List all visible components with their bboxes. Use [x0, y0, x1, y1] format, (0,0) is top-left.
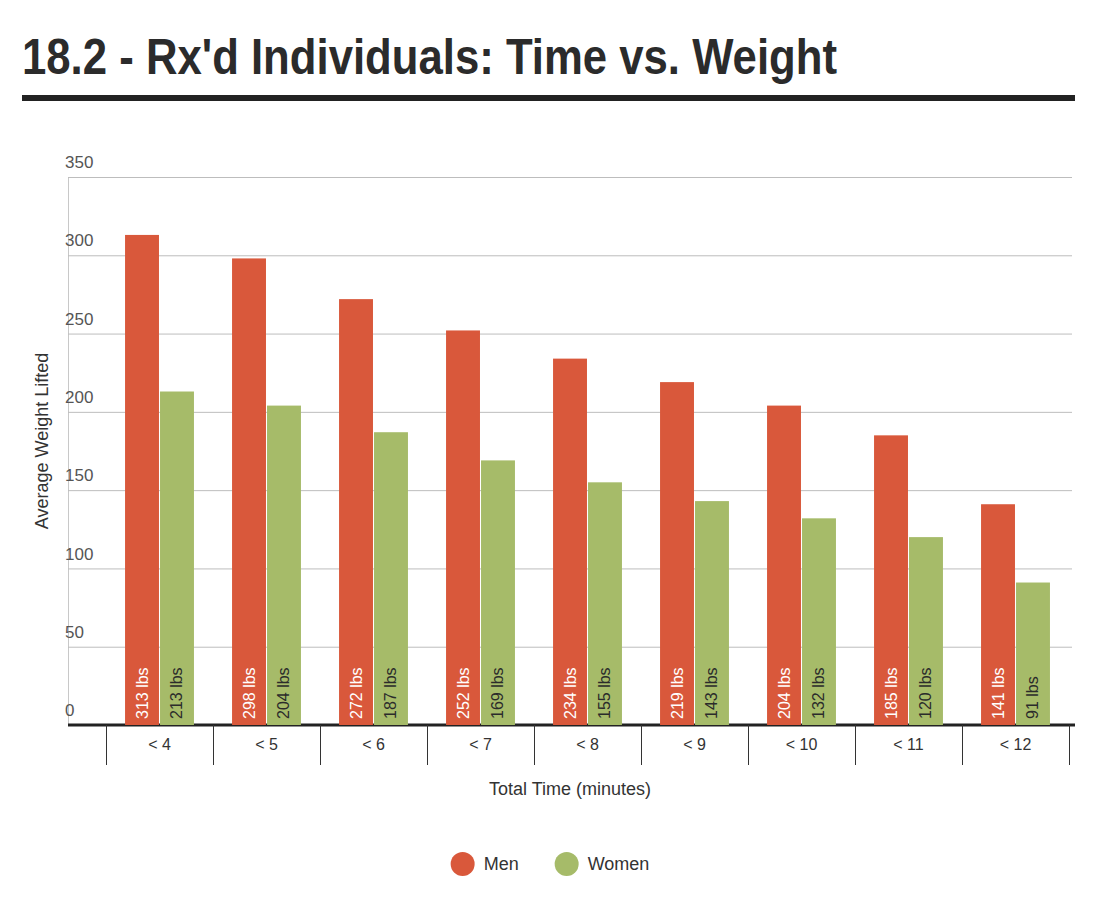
category-divider	[106, 725, 107, 765]
category-dividers	[107, 725, 1070, 765]
data-label: 272 lbs	[348, 667, 365, 719]
y-tick-label: 50	[65, 623, 84, 642]
x-tick: < 11	[893, 736, 924, 753]
grid-line	[68, 255, 1072, 256]
category-divider	[748, 725, 749, 765]
x-tick: < 10	[786, 736, 818, 753]
x-tick-label: < 5	[255, 736, 278, 753]
y-axis-line	[68, 178, 69, 726]
y-tick: 250	[65, 310, 1072, 334]
x-tick: < 6	[362, 736, 385, 753]
data-label: 204 lbs	[275, 667, 292, 719]
bar-series	[125, 235, 1015, 725]
legend: Men Women	[451, 852, 650, 876]
bar	[981, 504, 1015, 725]
y-tick-label: 300	[65, 231, 93, 250]
data-label: 155 lbs	[596, 667, 613, 719]
bar	[232, 258, 266, 725]
bar	[660, 382, 694, 725]
y-tick: 350	[65, 153, 1072, 177]
data-label: 187 lbs	[382, 667, 399, 719]
chart-container: 18.2 - Rx'd Individuals: Time vs. Weight…	[0, 0, 1100, 906]
data-label: 169 lbs	[489, 667, 506, 719]
data-label: 91 lbs	[1024, 676, 1041, 719]
data-label: 213 lbs	[168, 667, 185, 719]
x-tick: < 4	[148, 736, 171, 753]
x-axis-title: Total Time (minutes)	[489, 779, 651, 799]
bar	[767, 406, 801, 725]
data-label: 185 lbs	[883, 667, 900, 719]
data-label: 234 lbs	[562, 667, 579, 719]
y-tick-label: 0	[65, 701, 74, 720]
title-rule	[22, 95, 1075, 101]
bar-series	[160, 392, 1050, 725]
category-divider	[1069, 725, 1070, 765]
category-divider	[855, 725, 856, 765]
data-label: 141 lbs	[990, 667, 1007, 719]
grid-line	[68, 177, 1072, 178]
data-label: 298 lbs	[241, 667, 258, 719]
legend-label: Men	[484, 854, 519, 874]
bar	[339, 299, 373, 725]
x-tick: < 7	[469, 736, 492, 753]
x-tick-label: < 7	[469, 736, 492, 753]
bar	[909, 537, 943, 725]
data-label: 132 lbs	[810, 667, 827, 719]
category-divider	[641, 725, 642, 765]
x-tick-label: < 8	[576, 736, 599, 753]
x-tick-label: < 10	[786, 736, 818, 753]
x-tick: < 12	[1000, 736, 1032, 753]
bar	[481, 460, 515, 725]
bar	[588, 482, 622, 725]
data-label: 204 lbs	[776, 667, 793, 719]
bar	[1016, 583, 1050, 725]
y-tick-label: 350	[65, 153, 93, 172]
category-divider	[534, 725, 535, 765]
title: 18.2 - Rx'd Individuals: Time vs. Weight	[22, 29, 837, 85]
data-label: 219 lbs	[669, 667, 686, 719]
data-labels: 313 lbs 298 lbs 272 lbs 252 lbs 234 lbs 219 l…	[134, 667, 1042, 719]
category-divider	[320, 725, 321, 765]
y-tick: 300	[65, 231, 1072, 255]
y-tick-label: 150	[65, 466, 93, 485]
x-tick-label: < 12	[1000, 736, 1032, 753]
bar	[374, 432, 408, 725]
bar	[267, 406, 301, 725]
x-tick-label: < 9	[683, 736, 706, 753]
chart: 18.2 - Rx'd Individuals: Time vs. Weight…	[0, 0, 1100, 906]
category-divider	[427, 725, 428, 765]
bar	[802, 518, 836, 725]
category-divider	[962, 725, 963, 765]
x-tick-label: < 11	[893, 736, 924, 753]
bar	[553, 359, 587, 725]
x-tick: < 8	[576, 736, 599, 753]
bar	[125, 235, 159, 725]
bar	[874, 435, 908, 725]
legend-marker	[451, 852, 475, 876]
bar	[695, 501, 729, 725]
legend-marker	[555, 852, 579, 876]
x-tick-label: < 4	[148, 736, 171, 753]
bar	[446, 330, 480, 725]
grid-line	[68, 334, 1072, 335]
category-divider	[213, 725, 214, 765]
legend-label: Women	[588, 854, 650, 874]
bars	[125, 235, 1050, 725]
y-axis-title: Average Weight Lifted	[32, 353, 52, 529]
data-label: 120 lbs	[917, 667, 934, 719]
y-tick-label: 200	[65, 388, 93, 407]
x-axis: < 4 < 5 < 6 < 7 < 8 < 9 < 10 < 11 < 12	[107, 726, 1070, 754]
x-tick: < 9	[683, 736, 706, 753]
legend-item: Men	[451, 852, 519, 876]
data-label: 143 lbs	[703, 667, 720, 719]
legend-item: Women	[555, 852, 650, 876]
y-tick-label: 100	[65, 545, 93, 564]
x-tick-label: < 6	[362, 736, 385, 753]
data-label: 252 lbs	[455, 667, 472, 719]
y-tick-label: 250	[65, 310, 93, 329]
x-tick: < 5	[255, 736, 278, 753]
data-label: 313 lbs	[134, 667, 151, 719]
bar	[160, 392, 194, 725]
y-axis: 0 50 100 150 200 250 300 350	[65, 153, 1072, 725]
